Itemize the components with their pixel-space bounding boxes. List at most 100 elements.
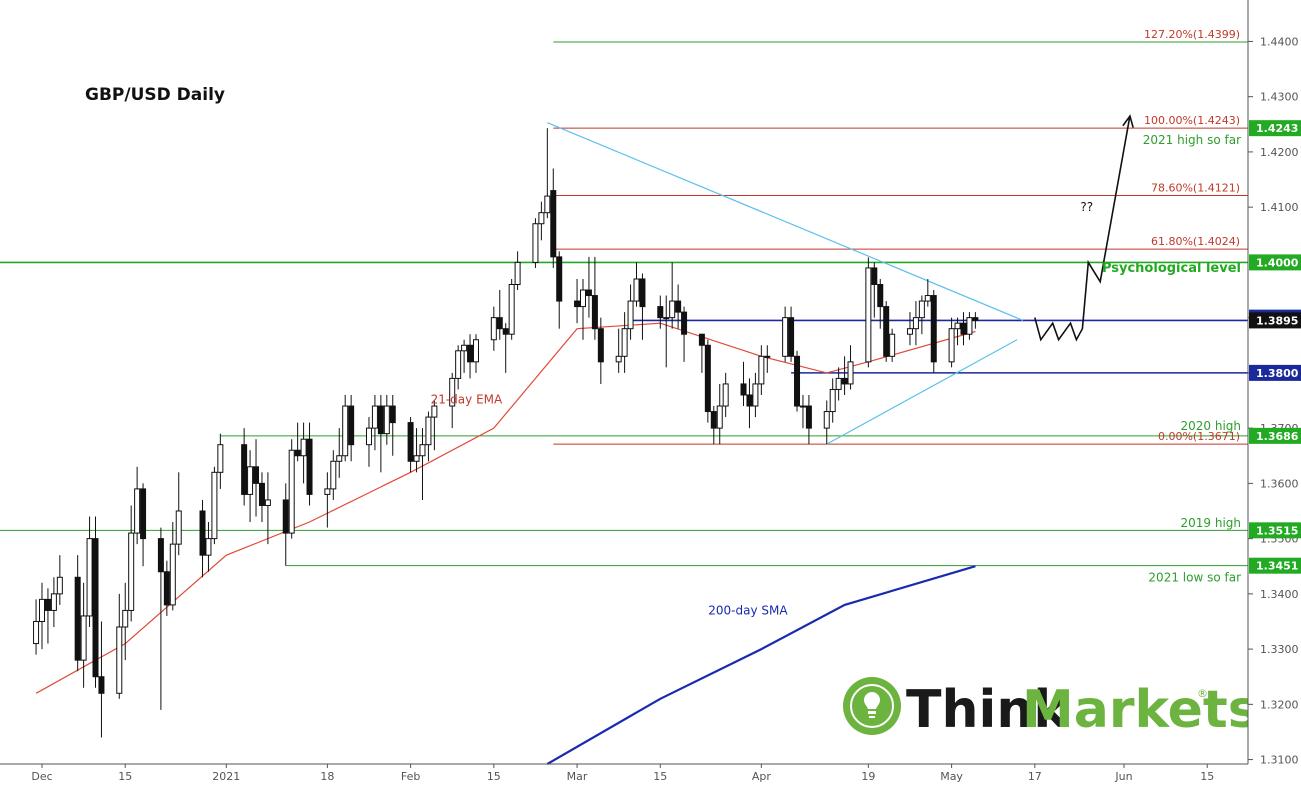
candle-up: [472, 339, 479, 363]
x-tick-label: 19: [861, 770, 875, 783]
candle-up: [264, 499, 271, 506]
candle-up: [799, 405, 806, 408]
sma-200-line: [546, 565, 976, 765]
candle-down: [294, 449, 301, 457]
x-tick-label: Dec: [31, 770, 52, 783]
candle-up: [544, 195, 551, 214]
x-tick-label: 15: [118, 770, 132, 783]
candle-down: [74, 576, 81, 661]
candle-down: [282, 499, 289, 534]
candle-up: [217, 444, 224, 473]
projection-arrowhead: [1122, 114, 1134, 128]
trendlines: [547, 122, 1024, 445]
candle-down: [794, 355, 801, 407]
candle-down: [407, 422, 414, 462]
lightbulb-base: [868, 711, 876, 714]
candle-up: [615, 355, 622, 363]
candle-up: [716, 405, 723, 429]
price-box-label: 1.4000: [1256, 256, 1299, 269]
candle-up: [924, 295, 931, 302]
candle-up: [122, 609, 129, 628]
trendline-lower: [826, 339, 1018, 445]
candle-down: [574, 300, 581, 308]
annotation-label: 200-day SMA: [708, 603, 788, 617]
annotation-label: 2020 high: [1180, 419, 1241, 433]
candle-down: [502, 328, 509, 335]
y-tick-label: 1.3200: [1260, 698, 1299, 711]
candle-up: [128, 532, 135, 611]
candle-up: [425, 416, 432, 446]
y-axis: 1.44001.43001.42001.41001.39001.38001.37…: [1247, 0, 1301, 788]
annotation-label: Psychological level: [1102, 261, 1241, 276]
fib-label: 127.20%(1.4399): [1144, 28, 1240, 41]
candle-down: [550, 190, 557, 258]
candle-up: [580, 289, 586, 308]
fib-label: 0.00%(1.3671): [1158, 430, 1240, 443]
candle-down: [698, 333, 705, 346]
candle-up: [300, 438, 307, 457]
candle-up: [823, 411, 830, 429]
x-tick-label: 18: [320, 770, 334, 783]
logo-registered: ®: [1197, 687, 1208, 700]
candle-down: [597, 328, 604, 363]
candle-down: [140, 488, 147, 540]
candle-up: [86, 538, 93, 617]
projection: ??: [1034, 114, 1134, 342]
candle-up: [455, 350, 462, 379]
candle-up: [324, 488, 331, 495]
candle-up: [169, 543, 176, 606]
candle-down: [740, 383, 747, 396]
x-axis: Dec 15 2021 18 Feb 15 Mar 15 Apr 19 May 17 Jun 15: [0, 763, 1248, 783]
candle-up: [365, 427, 372, 446]
price-box: [1249, 427, 1301, 444]
candle-up: [752, 383, 759, 407]
ema-21: [35, 322, 976, 694]
y-tick-label: 1.4200: [1260, 146, 1299, 159]
lightbulb-base-2: [869, 716, 875, 718]
candle-up: [829, 388, 836, 413]
candle-down: [241, 444, 248, 495]
candle-up: [50, 593, 57, 611]
candle-up: [847, 361, 854, 385]
y-axis-bg: [1248, 0, 1301, 788]
candle-up: [966, 317, 973, 335]
candle-down: [788, 317, 795, 357]
y-tick-label: 1.3100: [1260, 754, 1299, 767]
candle-down: [306, 438, 313, 495]
x-tick-label: 15: [1200, 770, 1214, 783]
candle-down: [199, 510, 206, 556]
candle-up: [371, 405, 378, 429]
y-tick-label: 1.3600: [1260, 477, 1299, 490]
logo-ring: [850, 684, 894, 728]
candle-up: [175, 510, 182, 545]
candle-down: [877, 283, 884, 308]
price-box-label: 1.3686: [1256, 430, 1299, 443]
candle-down: [253, 466, 260, 484]
price-box: [1249, 557, 1301, 574]
x-tick-label: Apr: [752, 770, 772, 783]
candle-up: [663, 317, 670, 320]
candle-up: [413, 455, 420, 462]
candle-up: [918, 300, 925, 319]
candle-up: [211, 471, 218, 540]
candle-up: [633, 278, 640, 302]
candles: [33, 128, 979, 738]
candle-up: [39, 598, 45, 622]
candle-down: [883, 306, 890, 357]
lightbulb-icon: [864, 692, 880, 709]
annotations: Psychological level 2021 high so far 2020 …: [431, 133, 1241, 618]
candle-up: [134, 488, 141, 534]
sma-200: [546, 565, 976, 765]
projection-path: [1034, 115, 1131, 342]
y-tick-label: 1.4300: [1260, 91, 1299, 104]
candle-down: [496, 317, 503, 330]
price-box-label: 1.3800: [1256, 367, 1299, 380]
candle-down: [805, 405, 812, 429]
thinkmarkets-logo: Think Markets ®: [843, 677, 1259, 740]
price-box: [1249, 120, 1301, 137]
candle-down: [377, 405, 384, 435]
candle-up: [490, 317, 497, 341]
candle-up: [461, 344, 468, 352]
candle-up: [56, 576, 63, 595]
